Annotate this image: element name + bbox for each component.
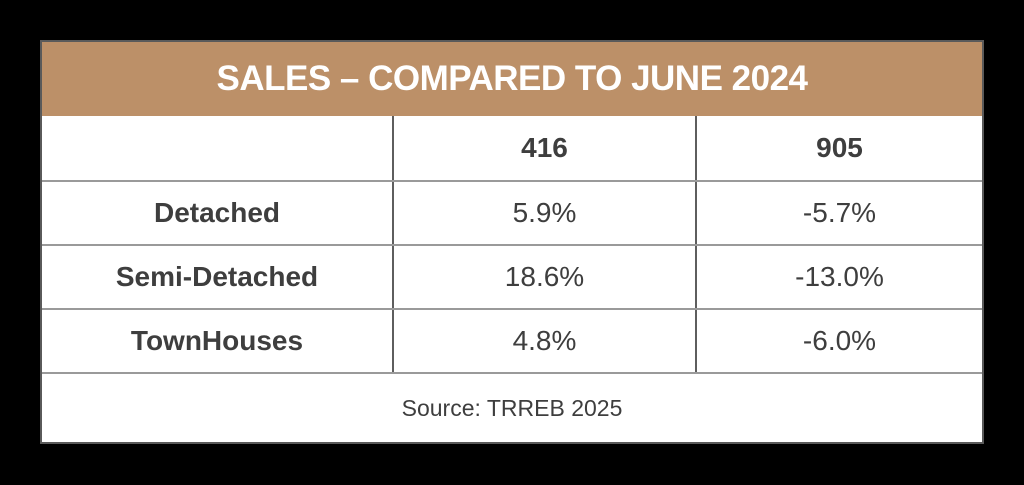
value-detached-416: 5.9%: [392, 182, 695, 244]
column-header-row: 416 905: [42, 116, 982, 180]
value-townhouses-416: 4.8%: [392, 310, 695, 372]
value-semi-detached-905: -13.0%: [695, 246, 982, 308]
value-detached-905: -5.7%: [695, 182, 982, 244]
column-header-905: 905: [695, 116, 982, 180]
table-row-detached: Detached 5.9% -5.7%: [42, 180, 982, 244]
row-label: Detached: [153, 197, 281, 228]
row-label: Semi-Detached: [115, 261, 319, 292]
table-row-semi-detached: Semi-Detached 18.6% -13.0%: [42, 244, 982, 308]
value-townhouses-905: -6.0%: [695, 310, 982, 372]
source-attribution: Source: TRREB 2025: [42, 372, 982, 442]
sales-comparison-table: SALES – COMPARED TO JUNE 2024 416 905 De…: [40, 40, 984, 444]
table-title: SALES – COMPARED TO JUNE 2024: [42, 42, 982, 116]
table-row-townhouses: TownHouses 4.8% -6.0%: [42, 308, 982, 372]
column-header-416: 416: [392, 116, 695, 180]
row-label: TownHouses: [130, 325, 304, 356]
value-semi-detached-416: 18.6%: [392, 246, 695, 308]
column-header-empty: [42, 116, 392, 180]
